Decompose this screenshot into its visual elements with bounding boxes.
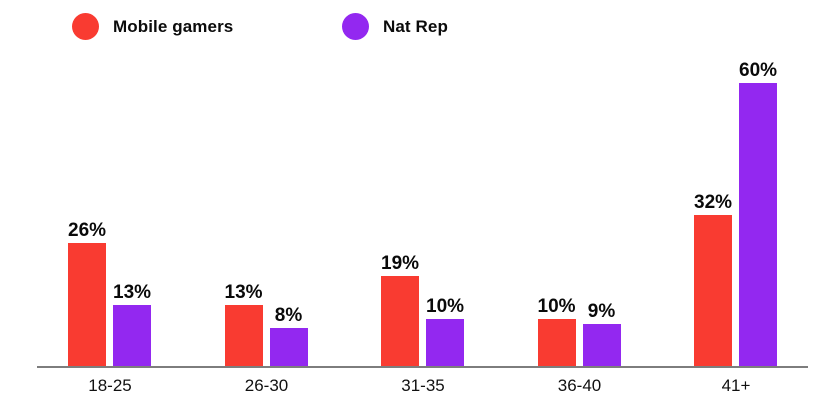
x-tick-label-36-40: 36-40 [557,376,602,395]
x-axis-line [37,366,808,368]
legend-label-nat-rep: Nat Rep [383,16,448,36]
bar-nat-rep-36-40 [582,323,621,366]
legend-item-mobile-gamers: Mobile gamers [72,13,233,40]
bar-value-label: 60% [739,59,778,81]
bar-mobile-gamers-36-40 [537,318,576,366]
x-tick-label-18-25: 18-25 [88,376,132,395]
x-tick-label-26-30: 26-30 [244,376,289,395]
bar-value-label: 10% [537,295,576,317]
legend-label-mobile-gamers: Mobile gamers [113,16,234,36]
x-tick-label-31-35: 31-35 [401,376,445,395]
bar-group-26-30: 13% 8% [225,283,308,366]
legend-item-nat-rep: Nat Rep [342,13,448,40]
bar-nat-rep-31-35 [426,318,465,366]
bar-value-label: 8% [274,305,303,327]
legend-dot-mobile-gamers-icon [72,13,99,40]
bar-mobile-gamers-41+ [694,214,733,366]
bar-mobile-gamers-31-35 [381,276,420,366]
legend-dot-nat-rep-icon [342,13,369,40]
bar-group-41+: 32% 60% [694,61,777,366]
bar-group-31-35: 19% 10% [381,254,464,366]
bar-value-label: 9% [587,300,616,322]
bar-mobile-gamers-26-30 [224,304,263,366]
bar-value-label: 10% [426,295,465,317]
bar-nat-rep-26-30 [269,328,308,366]
bar-value-label: 13% [113,281,152,303]
bar-value-label: 26% [68,220,107,242]
bar-nat-rep-41+ [739,82,778,366]
bar-value-label: 19% [381,253,420,275]
bar-group-36-40: 10% 9% [538,297,621,366]
bar-value-label: 13% [224,281,263,303]
bar-value-label: 32% [694,191,733,213]
bar-group-18-25: 26% 13% [68,221,151,366]
x-tick-label-41+: 41+ [721,376,751,395]
bar-mobile-gamers-18-25 [68,243,107,366]
bar-nat-rep-18-25 [113,304,152,366]
